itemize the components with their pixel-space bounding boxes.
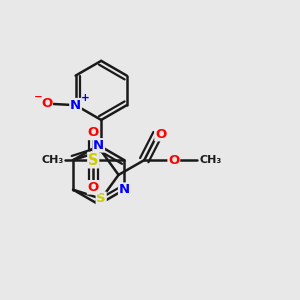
Text: +: + [81,93,89,103]
Text: N: N [70,99,81,112]
Text: O: O [88,126,99,140]
Text: O: O [41,97,52,110]
Text: O: O [155,128,166,141]
Text: N: N [119,183,130,196]
Text: S: S [96,192,106,205]
Text: O: O [88,181,99,194]
Text: CH₃: CH₃ [199,155,221,165]
Text: S: S [88,153,98,168]
Text: N: N [93,139,104,152]
Text: O: O [168,154,179,166]
Text: CH₃: CH₃ [41,155,64,165]
Text: −: − [34,92,42,102]
